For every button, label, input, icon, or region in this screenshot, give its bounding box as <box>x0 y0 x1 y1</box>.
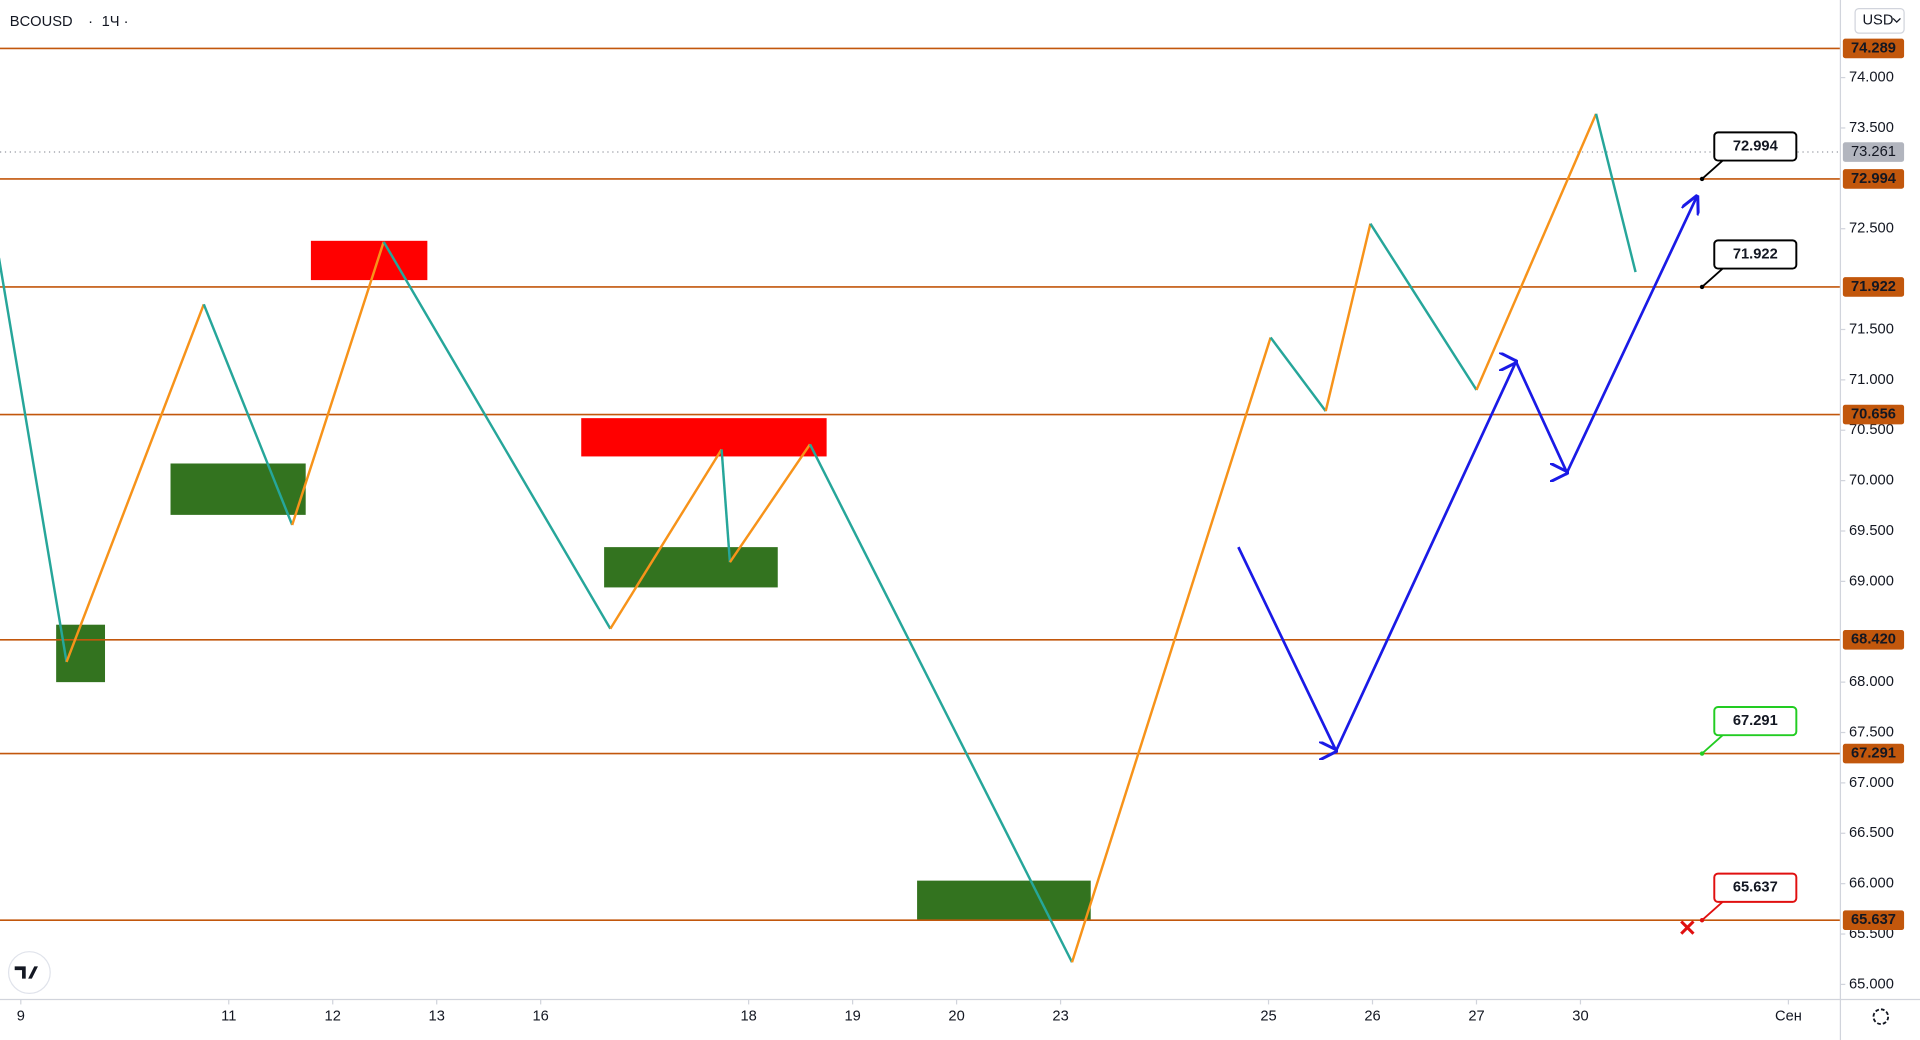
level-label: 67.291 <box>1851 745 1896 761</box>
y-tick-label: 71.000 <box>1849 372 1894 388</box>
y-tick-label: 71.500 <box>1849 321 1894 337</box>
level-label-box <box>1842 910 1905 931</box>
zone <box>581 418 827 457</box>
last-price-label: 73.261 <box>1851 144 1896 160</box>
y-tick-label: 69.000 <box>1849 573 1894 589</box>
alert-pointer <box>1701 899 1725 921</box>
level-label-box <box>1842 743 1905 764</box>
y-tick-label: 74.000 <box>1849 69 1894 85</box>
zigzag-leg <box>291 241 385 526</box>
x-tick-label: 11 <box>221 1009 236 1025</box>
zigzag-leg <box>202 303 294 526</box>
alert-label: 72.994 <box>1733 138 1779 154</box>
level-label-box <box>1842 277 1905 297</box>
y-tick-label: 67.000 <box>1849 775 1894 791</box>
y-tick-label: 70.500 <box>1849 422 1894 438</box>
separator: · <box>124 14 129 30</box>
y-tick-label: 66.500 <box>1849 825 1894 841</box>
x-tick-label: 20 <box>948 1009 964 1025</box>
y-tick-label: 73.500 <box>1849 120 1894 136</box>
alert-dot <box>1699 918 1705 923</box>
zone <box>170 463 306 515</box>
alert-dot <box>1699 751 1705 756</box>
alert-box <box>1713 705 1798 737</box>
zigzag-leg <box>808 443 1074 963</box>
x-tick-label: 25 <box>1260 1009 1276 1025</box>
alert-pointer <box>1701 158 1725 180</box>
alert-box <box>1713 872 1798 903</box>
x-tick-label: 12 <box>325 1009 341 1025</box>
symbol: BCOUSD <box>10 14 73 30</box>
zone <box>56 624 106 683</box>
zone <box>310 240 428 281</box>
level-label-box <box>1842 630 1905 650</box>
zigzag-leg <box>609 448 723 630</box>
zigzag-leg <box>65 303 205 663</box>
interval: 1Ч <box>102 14 120 30</box>
zigzag-leg <box>0 257 68 663</box>
zone <box>604 547 778 588</box>
level-label: 72.994 <box>1851 171 1897 187</box>
x-tick-label: 19 <box>844 1009 860 1025</box>
x-tick-label: 13 <box>429 1009 445 1025</box>
zigzag-leg <box>728 443 811 563</box>
x-tick-label: 16 <box>533 1009 549 1025</box>
level-label: 71.922 <box>1851 279 1896 295</box>
alert-pointer <box>1701 733 1725 755</box>
level-label-box <box>1842 38 1905 59</box>
last-price-box <box>1842 142 1905 162</box>
level-label: 68.420 <box>1851 632 1896 648</box>
y-tick-label: 70.000 <box>1849 473 1894 489</box>
level-label: 74.289 <box>1851 40 1896 56</box>
x-tick-label: 30 <box>1572 1009 1588 1025</box>
alert-label: 67.291 <box>1733 713 1778 729</box>
y-tick-label: 72.500 <box>1849 221 1894 237</box>
y-tick-label: 69.500 <box>1849 523 1894 539</box>
zigzag-leg <box>382 241 612 630</box>
settings-icon[interactable] <box>1872 1008 1890 1025</box>
y-tick-label: 66.000 <box>1849 876 1894 892</box>
level-label-box <box>1842 169 1905 189</box>
dropdown-icon[interactable] <box>1892 17 1901 23</box>
y-tick-label: 68.000 <box>1849 674 1894 690</box>
y-tick-label: 67.500 <box>1849 724 1894 740</box>
separator: · <box>88 14 93 30</box>
alert-label: 71.922 <box>1733 246 1778 262</box>
plot-area <box>0 47 1841 963</box>
x-tick-label: 9 <box>17 1009 25 1025</box>
alert-dot <box>1699 284 1705 290</box>
logo[interactable] <box>7 951 51 995</box>
y-tick-label: 65.000 <box>1849 976 1894 992</box>
x-tick-label: 27 <box>1468 1009 1484 1025</box>
x-tick-label: 26 <box>1364 1009 1380 1025</box>
level-label: 65.637 <box>1851 912 1896 928</box>
currency[interactable]: USD <box>1862 13 1893 29</box>
alert-box <box>1713 131 1798 162</box>
x-tick-label: 23 <box>1052 1009 1068 1025</box>
alert-pointer <box>1701 266 1725 288</box>
logo-mark[interactable] <box>14 966 38 979</box>
level-label: 70.656 <box>1851 406 1896 422</box>
zigzag-leg <box>720 449 732 563</box>
x-tick-label: Сен <box>1775 1009 1802 1025</box>
forecast-path <box>1237 196 1697 750</box>
currency-button[interactable] <box>1854 7 1905 34</box>
level-label-box <box>1842 404 1905 425</box>
alert-cross <box>1680 920 1695 935</box>
zone <box>917 880 1091 920</box>
zigzag-leg <box>1070 337 1272 963</box>
alert-dot <box>1699 176 1705 182</box>
zigzag-leg <box>1269 336 1327 412</box>
x-tick-label: 18 <box>740 1009 756 1025</box>
alert-label: 65.637 <box>1733 880 1778 896</box>
alert-box <box>1713 239 1798 270</box>
